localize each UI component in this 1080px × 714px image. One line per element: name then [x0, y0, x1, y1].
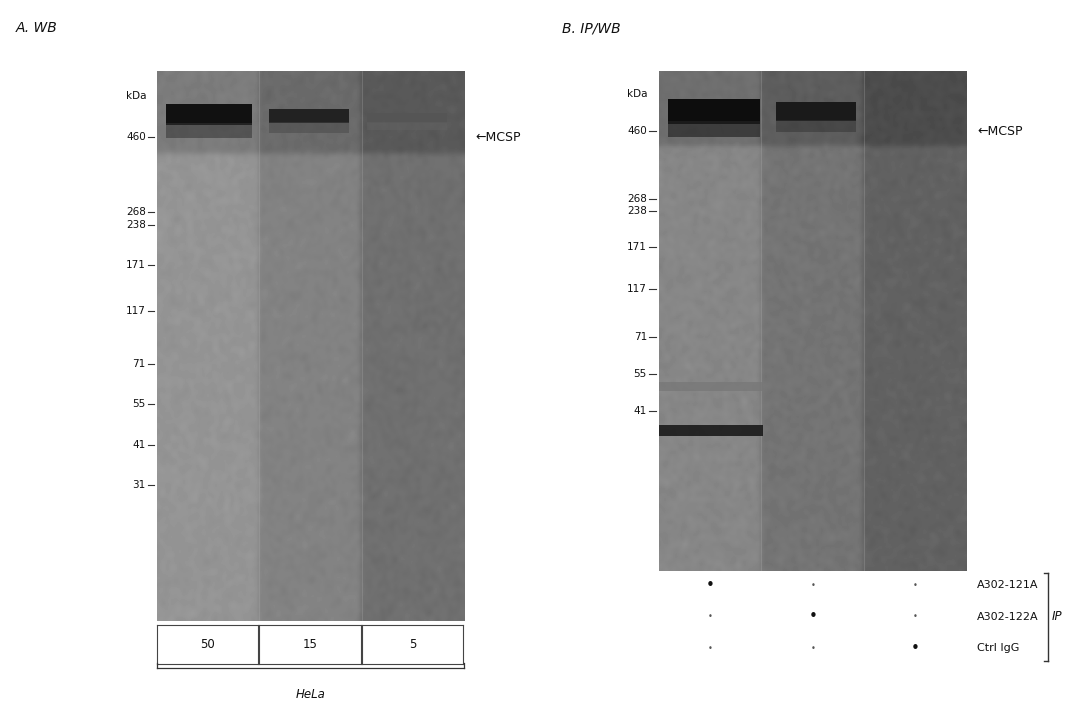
- Text: •: •: [913, 613, 918, 621]
- Text: 5: 5: [409, 638, 416, 651]
- Text: 117: 117: [627, 283, 647, 294]
- Text: 268: 268: [126, 206, 146, 216]
- Text: 41: 41: [133, 441, 146, 451]
- Text: 117: 117: [126, 306, 146, 316]
- Text: 71: 71: [634, 332, 647, 342]
- Text: IP: IP: [1052, 610, 1063, 623]
- Bar: [166, 104, 252, 125]
- Text: kDa: kDa: [627, 89, 648, 99]
- Text: 268: 268: [627, 193, 647, 204]
- Text: 55: 55: [133, 399, 146, 409]
- Text: 41: 41: [634, 406, 647, 416]
- Bar: [659, 426, 764, 436]
- Text: A302-121A: A302-121A: [977, 580, 1039, 590]
- Text: •: •: [810, 581, 815, 590]
- Bar: [775, 102, 855, 121]
- Text: B. IP/WB: B. IP/WB: [562, 21, 620, 36]
- Text: 171: 171: [126, 260, 146, 270]
- Text: •: •: [705, 578, 715, 593]
- Text: A302-122A: A302-122A: [977, 612, 1039, 622]
- Text: kDa: kDa: [126, 91, 147, 101]
- Bar: [269, 109, 349, 123]
- Text: 171: 171: [627, 242, 647, 252]
- Text: HeLa: HeLa: [296, 688, 325, 701]
- Bar: [775, 120, 855, 132]
- Bar: [269, 122, 349, 133]
- Bar: [367, 113, 447, 123]
- Text: 238: 238: [627, 206, 647, 216]
- Text: 238: 238: [126, 221, 146, 231]
- Text: ←MCSP: ←MCSP: [475, 131, 521, 144]
- Bar: [367, 122, 447, 130]
- Text: •: •: [707, 644, 713, 653]
- Text: 460: 460: [126, 132, 146, 142]
- Text: 15: 15: [302, 638, 318, 651]
- Text: ←MCSP: ←MCSP: [977, 125, 1023, 138]
- Text: 31: 31: [133, 481, 146, 491]
- Text: •: •: [808, 609, 818, 625]
- Text: •: •: [913, 581, 918, 590]
- Text: •: •: [707, 613, 713, 621]
- Text: •: •: [910, 640, 920, 656]
- Text: 71: 71: [133, 359, 146, 369]
- Text: •: •: [810, 644, 815, 653]
- Text: 50: 50: [200, 638, 215, 651]
- Text: 460: 460: [627, 126, 647, 136]
- Bar: [669, 99, 760, 124]
- Text: Ctrl IgG: Ctrl IgG: [977, 643, 1020, 653]
- Bar: [669, 121, 760, 137]
- Text: 55: 55: [634, 368, 647, 379]
- Bar: [659, 382, 764, 391]
- Bar: [166, 123, 252, 139]
- Text: A. WB: A. WB: [16, 21, 58, 36]
